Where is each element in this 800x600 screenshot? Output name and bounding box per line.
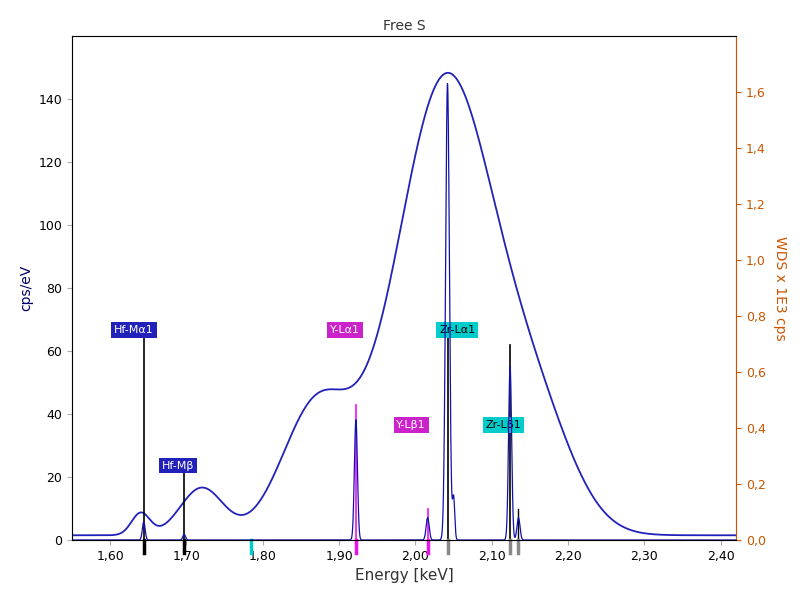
Title: Free S: Free S xyxy=(382,19,426,34)
Text: Hf-Mα1: Hf-Mα1 xyxy=(114,325,154,335)
Text: Y-Lα1: Y-Lα1 xyxy=(330,325,360,335)
Text: Zr-Lβ1: Zr-Lβ1 xyxy=(486,420,522,430)
Text: Zr-Lα1: Zr-Lα1 xyxy=(439,325,475,335)
Y-axis label: cps/eV: cps/eV xyxy=(19,265,33,311)
Y-axis label: WDS x 1E3 cps: WDS x 1E3 cps xyxy=(773,236,786,340)
X-axis label: Energy [keV]: Energy [keV] xyxy=(354,568,454,583)
Text: Y-Lβ1: Y-Lβ1 xyxy=(396,420,426,430)
Text: Hf-Mβ: Hf-Mβ xyxy=(162,461,194,470)
